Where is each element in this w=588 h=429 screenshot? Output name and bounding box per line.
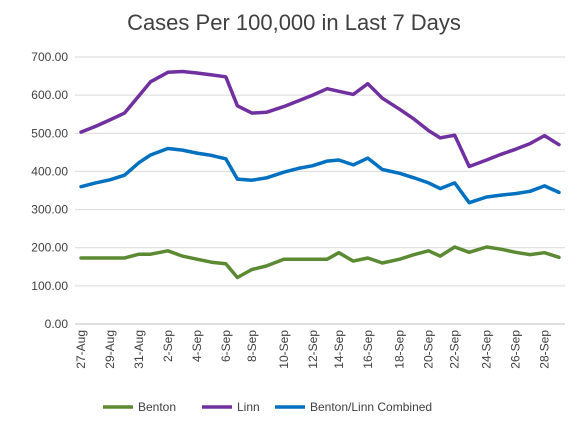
- x-tick-label: 12-Sep: [306, 330, 320, 369]
- x-tick-label: 8-Sep: [245, 330, 259, 362]
- y-tick-label: 400.00: [31, 164, 68, 178]
- x-tick-label: 20-Sep: [422, 330, 436, 369]
- y-tick-label: 500.00: [31, 126, 68, 140]
- y-tick-label: 0.00: [45, 317, 69, 331]
- x-tick-label: 22-Sep: [448, 330, 462, 369]
- legend-label: Benton/Linn Combined: [310, 400, 432, 414]
- x-tick-label: 4-Sep: [190, 330, 204, 362]
- series-line-linn: [79, 69, 561, 169]
- x-tick-label: 29-Aug: [103, 330, 117, 369]
- x-tick-label: 27-Aug: [74, 330, 88, 369]
- x-tick-label: 10-Sep: [277, 330, 291, 369]
- legend-label: Linn: [237, 400, 260, 414]
- x-tick-label: 18-Sep: [393, 330, 407, 369]
- series-line-benton-linn-combined: [79, 146, 561, 205]
- y-tick-label: 200.00: [31, 241, 68, 255]
- x-tick-label: 16-Sep: [361, 330, 375, 369]
- y-tick-label: 700.00: [31, 50, 68, 64]
- y-tick-label: 100.00: [31, 279, 68, 293]
- y-tick-label: 600.00: [31, 88, 68, 102]
- x-tick-label: 31-Aug: [132, 330, 146, 369]
- x-tick-label: 14-Sep: [332, 330, 346, 369]
- y-tick-label: 300.00: [31, 203, 68, 217]
- x-tick-label: 28-Sep: [538, 330, 552, 369]
- series-line-benton: [79, 245, 561, 280]
- chart-title: Cases Per 100,000 in Last 7 Days: [127, 10, 461, 35]
- x-tick-label: 26-Sep: [509, 330, 523, 369]
- x-tick-label: 24-Sep: [480, 330, 494, 369]
- x-tick-label: 6-Sep: [219, 330, 233, 362]
- legend-label: Benton: [138, 400, 176, 414]
- x-tick-label: 2-Sep: [161, 330, 175, 362]
